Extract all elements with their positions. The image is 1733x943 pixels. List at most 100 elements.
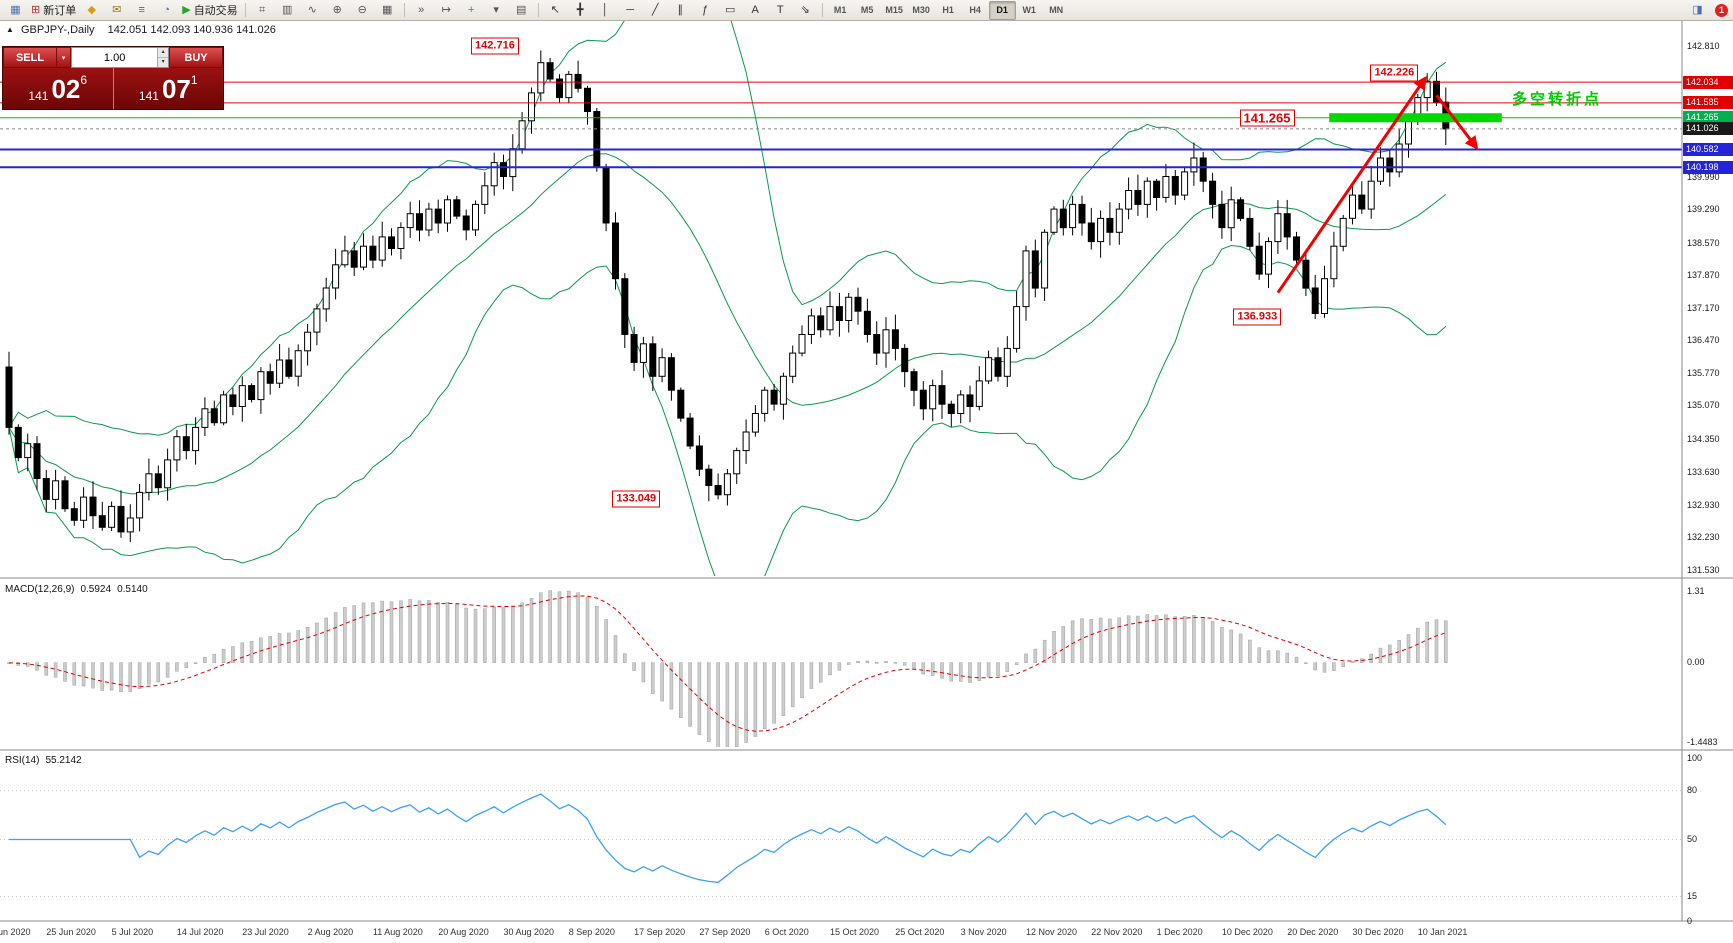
timeframe-m30[interactable]: M30 [908, 1, 935, 20]
timeframe-w1[interactable]: W1 [1016, 1, 1043, 20]
time-axis-label: 5 Jul 2020 [111, 927, 154, 937]
tile-windows-icon: ▦ [381, 3, 393, 16]
chart-shift-button[interactable]: ↦ [434, 1, 459, 20]
buy-price-pips: 07 [161, 73, 191, 104]
trade-price-divider [112, 68, 114, 109]
bar-chart-button[interactable]: ⌗ [250, 1, 275, 20]
timeframe-h4[interactable]: H4 [962, 1, 989, 20]
price-axis-label: 132.930 [1687, 499, 1720, 510]
history-center-button[interactable]: ≡ [129, 1, 154, 20]
fibonacci-icon: ƒ [702, 3, 709, 16]
timeframe-m15[interactable]: M15 [881, 1, 908, 20]
dock-window-button[interactable]: ◨ [1685, 1, 1710, 20]
line-chart-button[interactable]: ∿ [300, 1, 325, 20]
text-label-icon: T [776, 3, 784, 16]
rsi-scale-label: 80 [1687, 785, 1698, 796]
price-axis-label: 135.770 [1687, 367, 1720, 378]
sell-price-big-figure: 141 [28, 89, 49, 103]
candlestick-chart-button[interactable]: ▥ [275, 1, 300, 20]
price-axis-label: 135.070 [1687, 400, 1720, 411]
zoom-in-button[interactable]: ⊕ [325, 1, 350, 20]
auto-trading-button[interactable]: ▶ 自动交易 [179, 1, 240, 20]
timeframe-m30-label: M30 [912, 5, 930, 15]
toolbar-groups: ▦ ⊞ 新订单 ◆ ✉ ≡ ◔ ▶ 自动交易 ⌗ ▥ ∿ ⊕ ⊖ ▦ » ↦ + ▾ ▤ ↖ ╋ │ ─ ╱ ∥ ƒ ▭ A T ⇘ M1 M5… [0, 0, 1070, 20]
rsi-scale-label: 100 [1687, 752, 1703, 763]
auto-scroll-button[interactable]: » [409, 1, 434, 20]
new-chart-button[interactable]: ▦ [3, 1, 28, 20]
buy-price-button[interactable]: 141 07 1 [113, 68, 223, 109]
timeframe-m1-label: M1 [833, 5, 847, 15]
shapes-icon: ▭ [724, 3, 736, 16]
volume-input[interactable] [72, 48, 158, 67]
timeframe-d1[interactable]: D1 [988, 0, 1016, 20]
time-axis-label: 25 Oct 2020 [895, 927, 945, 937]
macd-scale-label: -1.4483 [1687, 736, 1718, 747]
notification-badge[interactable]: 1 [1715, 3, 1728, 17]
price-axis-tag: 141.585 [1683, 96, 1733, 110]
mailbox-button[interactable]: ✉ [104, 1, 129, 20]
timeframe-m5[interactable]: M5 [854, 1, 881, 20]
text-icon: A [751, 3, 759, 16]
sell-button[interactable]: SELL [3, 47, 57, 68]
zoom-out-button[interactable]: ⊖ [350, 1, 375, 20]
sell-price-button[interactable]: 141 02 6 [3, 68, 113, 109]
time-axis-label: 14 Jul 2020 [176, 927, 224, 937]
cursor-button[interactable]: ↖ [543, 1, 568, 20]
periods-dropdown[interactable]: ▾ [484, 1, 509, 20]
price-axis-label: 136.470 [1687, 335, 1720, 345]
volume-field: ▴ ▾ [71, 47, 169, 68]
crosshair-icon: ╋ [576, 3, 584, 16]
price-axis-tag: 140.582 [1683, 143, 1733, 156]
chart-title: ▲ GBPJPY-,Daily 142.051 142.093 140.936 … [6, 24, 276, 36]
toolbar-separator [821, 3, 823, 17]
arrows-icon: ⇘ [800, 3, 810, 16]
volume-decrease-button[interactable]: ▾ [158, 58, 168, 67]
buy-button[interactable]: BUY [169, 47, 223, 68]
timeframe-h1[interactable]: H1 [935, 1, 962, 20]
crosshair-button[interactable]: ╋ [568, 1, 593, 20]
timeframe-w1-label: W1 [1022, 5, 1036, 15]
auto-scroll-icon: » [418, 3, 425, 16]
timeframe-m1[interactable]: M1 [827, 1, 854, 20]
channel-button[interactable]: ∥ [668, 1, 693, 20]
time-axis-label: 6 Oct 2020 [764, 927, 809, 937]
metaeditor-button[interactable]: ◆ [79, 1, 104, 20]
buy-price-point: 1 [190, 73, 198, 87]
new-order-button-label: 新订单 [43, 5, 77, 17]
volume-increase-button[interactable]: ▴ [158, 48, 168, 58]
price-annotation: 133.049 [612, 490, 661, 508]
time-axis-label: 25 Jun 2020 [46, 927, 96, 937]
arrows-button[interactable]: ⇘ [793, 1, 818, 20]
rsi-value: 55.2142 [45, 755, 82, 766]
new-chart-icon: ▦ [10, 3, 21, 16]
time-axis-label: 1 Dec 2020 [1156, 927, 1203, 937]
text-label-button[interactable]: T [768, 1, 793, 20]
templates-icon: ▤ [515, 3, 527, 16]
price-axis-tag: 141.026 [1683, 122, 1733, 136]
trendline-button[interactable]: ╱ [643, 1, 668, 20]
indicators-button[interactable]: + [459, 1, 484, 20]
time-axis-label: 11 Aug 2020 [372, 927, 423, 937]
rsi-scale-label: 0 [1687, 915, 1693, 926]
rsi-label: RSI(14) 55.2142 [5, 755, 88, 766]
tile-windows-button[interactable]: ▦ [375, 1, 400, 20]
global-variables-button[interactable]: ◔ [154, 1, 179, 20]
vertical-line-button[interactable]: │ [593, 1, 618, 20]
new-order-button[interactable]: ⊞ 新订单 [28, 1, 79, 20]
horizontal-line-button[interactable]: ─ [618, 1, 643, 20]
templates-button[interactable]: ▤ [509, 1, 534, 20]
global-variables-icon: ◔ [163, 3, 171, 16]
timeframe-mn[interactable]: MN [1043, 1, 1070, 20]
price-axis-label: 134.350 [1687, 433, 1720, 444]
toolbar-right-cluster: ◨ 1 [1685, 1, 1728, 20]
trendline-icon: ╱ [651, 3, 659, 16]
fibonacci-button[interactable]: ƒ [693, 1, 718, 20]
shapes-button[interactable]: ▭ [718, 1, 743, 20]
sell-options-caret-icon[interactable]: ▾ [57, 47, 71, 68]
text-button[interactable]: A [743, 1, 768, 20]
timeframe-mn-label: MN [1049, 5, 1064, 15]
time-axis-label: 20 Aug 2020 [438, 927, 489, 937]
